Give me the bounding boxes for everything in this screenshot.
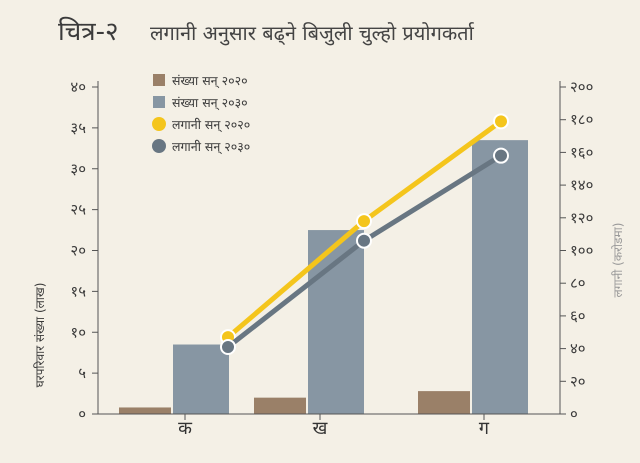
y-tick-label: २५ — [70, 201, 86, 219]
legend-bar-2020-swatch — [153, 74, 165, 86]
y-tick-label: ० — [78, 405, 86, 423]
y-tick-label: ४० — [70, 78, 86, 96]
legend-bar-2030-label: संख्या सन् २०३० — [172, 95, 248, 111]
x-tick-label: क — [178, 418, 193, 439]
legend-line-2020-swatch — [152, 117, 166, 131]
legend-bar-2030-swatch — [153, 96, 165, 108]
y-tick-label: १५ — [70, 282, 86, 300]
bar-2030 — [472, 140, 528, 414]
y-tick-label: ३५ — [70, 119, 86, 137]
x-tick-label: ग — [479, 418, 490, 439]
figure-number: चित्र-२ — [58, 16, 119, 47]
y-right-tick-label: १६० — [570, 143, 593, 161]
y-axis-right-title: लगानी (करोडमा) — [611, 223, 625, 298]
point-investment-2030 — [493, 147, 509, 164]
point-investment-2030 — [220, 338, 236, 355]
y-right-tick-label: ६० — [570, 307, 586, 325]
y-right-tick-label: १२० — [570, 209, 593, 227]
y-right-tick-label: ० — [570, 405, 578, 423]
legend-line-2020-label: लगानी सन् २०२० — [172, 117, 250, 133]
bar-2020 — [119, 407, 171, 414]
legend-line-2030-swatch — [152, 139, 166, 153]
bar-2020 — [254, 397, 306, 414]
point-investment-2020 — [493, 113, 509, 130]
point-investment-2030 — [356, 232, 372, 249]
y-tick-label: ३० — [70, 160, 86, 178]
line-investment-2020 — [226, 119, 503, 340]
y-right-tick-label: १०० — [570, 242, 593, 260]
y-right-tick-label: १८० — [570, 111, 593, 129]
point-investment-2020 — [356, 213, 372, 230]
bar-2030 — [173, 344, 229, 414]
legend-bar-2020-label: संख्या सन् २०२० — [172, 73, 248, 89]
y-axis-title: घरपरिवार संख्या (लाख) — [33, 283, 47, 388]
y-tick-label: ५ — [78, 364, 86, 382]
y-right-tick-label: २० — [570, 372, 586, 390]
line-investment-2030 — [226, 153, 503, 349]
y-right-tick-label: १४० — [570, 176, 593, 194]
figure-title: लगानी अनुसार बढ्ने बिजुली चुल्हो प्रयोगक… — [150, 21, 475, 46]
x-tick-label: ख — [313, 418, 328, 439]
bar-2030 — [308, 230, 364, 414]
legend-line-2030-label: लगानी सन् २०३० — [172, 139, 250, 155]
y-right-tick-label: ८० — [570, 274, 586, 292]
y-tick-label: २० — [70, 242, 86, 260]
y-tick-label: १० — [70, 323, 86, 341]
bar-2020 — [418, 391, 470, 414]
y-right-tick-label: २०० — [570, 78, 593, 96]
y-right-tick-label: ४० — [570, 340, 586, 358]
